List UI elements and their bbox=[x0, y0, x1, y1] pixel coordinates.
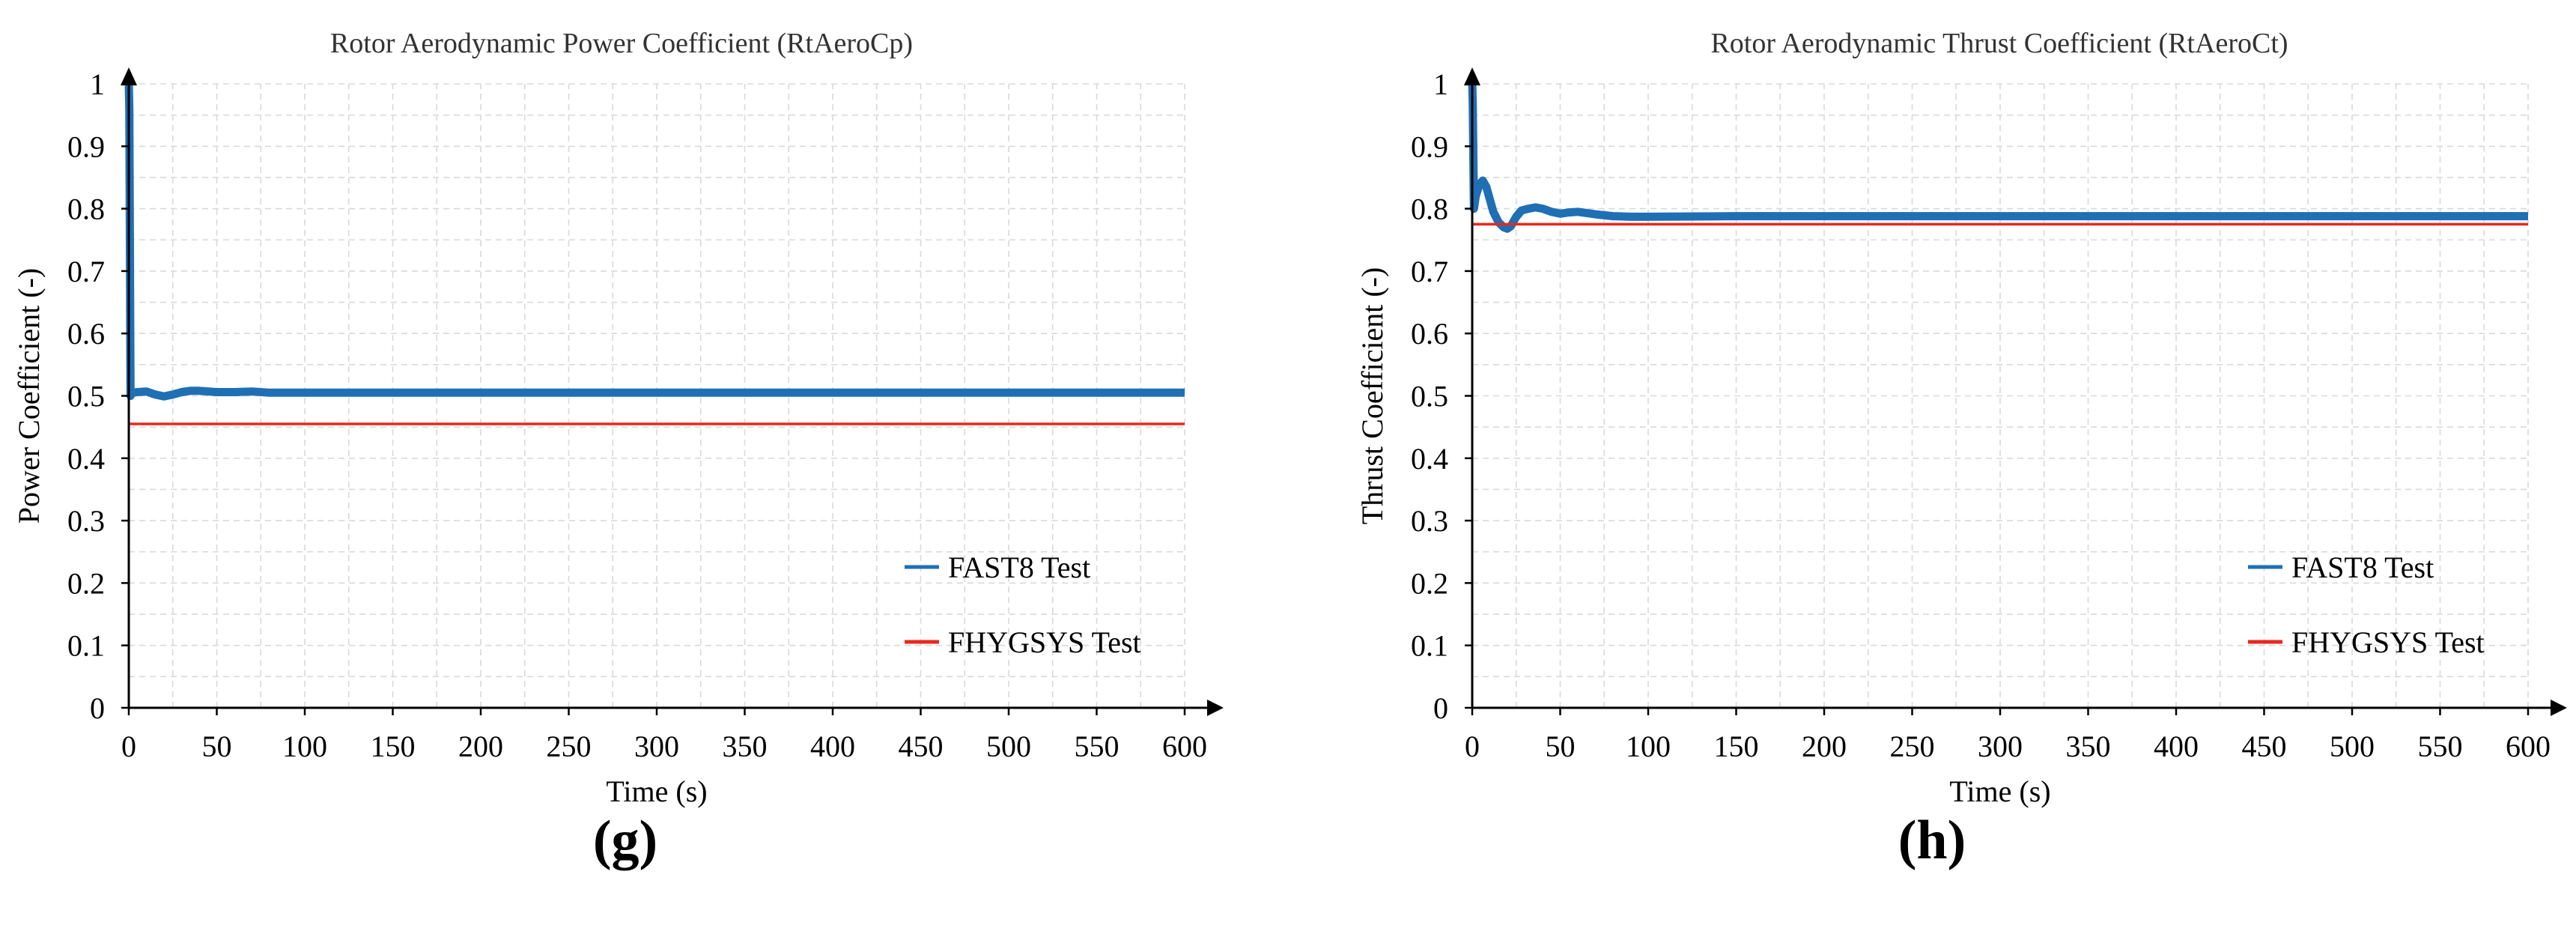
y-tick-label: 0.9 bbox=[67, 130, 105, 163]
y-tick-label: 0.4 bbox=[1411, 442, 1448, 476]
y-axis-title: Power Coefficient (-) bbox=[12, 268, 46, 524]
y-tick-label: 0.8 bbox=[67, 192, 105, 226]
x-tick-label: 200 bbox=[458, 730, 503, 763]
x-axis-arrow bbox=[1207, 700, 1224, 716]
x-axis-title: Time (s) bbox=[1949, 774, 2050, 808]
y-tick-label: 0.6 bbox=[1411, 317, 1448, 351]
y-tick-label: 0.7 bbox=[67, 255, 105, 288]
y-tick-label: 0.5 bbox=[67, 380, 105, 413]
y-tick-label: 0.2 bbox=[1411, 566, 1448, 600]
x-tick-label: 250 bbox=[1890, 730, 1935, 763]
y-tick-label: 0.9 bbox=[1411, 130, 1448, 163]
y-tick-label: 0.2 bbox=[67, 566, 105, 600]
x-tick-label: 450 bbox=[2242, 730, 2287, 763]
x-tick-label: 500 bbox=[2330, 730, 2375, 763]
y-tick-label: 0 bbox=[1433, 691, 1448, 725]
series-line-fast8-test bbox=[124, 83, 1185, 401]
chart-title: Rotor Aerodynamic Thrust Coefficient (Rt… bbox=[1710, 28, 2288, 59]
chart-panel-h: 0 50 100 150 200 250 300 350 400 450 500 550 600 0 0.1… bbox=[1288, 0, 2576, 931]
chart-h: 0 50 100 150 200 250 300 350 400 450 500 550 600 0 0.1… bbox=[1355, 28, 2567, 808]
series-line-fast8-test bbox=[1468, 83, 2528, 233]
x-tick-label: 100 bbox=[1626, 730, 1671, 763]
x-axis-arrow bbox=[2551, 700, 2567, 716]
x-tick-label: 250 bbox=[547, 730, 592, 763]
y-tick-label: 1 bbox=[90, 67, 105, 101]
x-tick-label: 150 bbox=[371, 730, 416, 763]
x-tick-label: 350 bbox=[2066, 730, 2111, 763]
chart-panel-g: 0 50 100 150 200 250 300 350 400 450 500 550 600 0 0.1… bbox=[12, 28, 1224, 871]
x-tick-label: 550 bbox=[2418, 730, 2463, 763]
y-tick-label: 0.1 bbox=[67, 629, 105, 663]
y-tick-label: 0.7 bbox=[1411, 255, 1448, 288]
y-tick-label: 0 bbox=[90, 691, 105, 725]
x-tick-label: 450 bbox=[899, 730, 944, 763]
legend-label: FAST8 Test bbox=[948, 551, 1090, 584]
x-tick-label: 400 bbox=[2154, 730, 2199, 763]
x-tick-label: 50 bbox=[1546, 730, 1576, 763]
y-tick-label: 0.4 bbox=[67, 442, 105, 476]
y-axis-title: Thrust Coefficient (-) bbox=[1355, 267, 1389, 525]
chart-g: 0 50 100 150 200 250 300 350 400 450 500 550 600 0 0.1… bbox=[12, 28, 1224, 808]
y-axis-arrow bbox=[121, 67, 137, 85]
x-tick-label: 550 bbox=[1075, 730, 1120, 763]
x-axis-title: Time (s) bbox=[606, 774, 707, 808]
x-tick-label: 150 bbox=[1714, 730, 1759, 763]
x-tick-label: 0 bbox=[1465, 730, 1480, 763]
x-tick-label: 500 bbox=[986, 730, 1031, 763]
x-tick-label: 0 bbox=[121, 730, 136, 763]
x-tick-label: 300 bbox=[634, 730, 679, 763]
panel-letter-g: (g) bbox=[592, 810, 658, 871]
x-tick-label: 400 bbox=[810, 730, 855, 763]
legend-label: FHYGSYS Test bbox=[2291, 625, 2485, 659]
chart-title: Rotor Aerodynamic Power Coefficient (RtA… bbox=[330, 28, 913, 59]
y-tick-label: 0.8 bbox=[1411, 192, 1448, 226]
y-tick-label: 0.5 bbox=[1411, 380, 1448, 413]
y-tick-label: 0.3 bbox=[1411, 504, 1448, 538]
x-tick-label: 350 bbox=[723, 730, 768, 763]
y-tick-label: 0.3 bbox=[67, 504, 105, 538]
panel-letter-h: (h) bbox=[1898, 810, 1966, 871]
y-axis-arrow bbox=[1464, 67, 1480, 85]
x-tick-label: 300 bbox=[1978, 730, 2023, 763]
y-tick-label: 0.6 bbox=[67, 317, 105, 351]
x-tick-label: 600 bbox=[2506, 730, 2551, 763]
legend-label: FHYGSYS Test bbox=[948, 625, 1141, 659]
x-tick-label: 600 bbox=[1162, 730, 1207, 763]
y-tick-label: 1 bbox=[1433, 67, 1448, 101]
x-tick-label: 50 bbox=[202, 730, 232, 763]
y-tick-label: 0.1 bbox=[1411, 629, 1448, 663]
x-tick-label: 200 bbox=[1802, 730, 1847, 763]
legend-label: FAST8 Test bbox=[2291, 551, 2434, 584]
x-tick-label: 100 bbox=[282, 730, 327, 763]
